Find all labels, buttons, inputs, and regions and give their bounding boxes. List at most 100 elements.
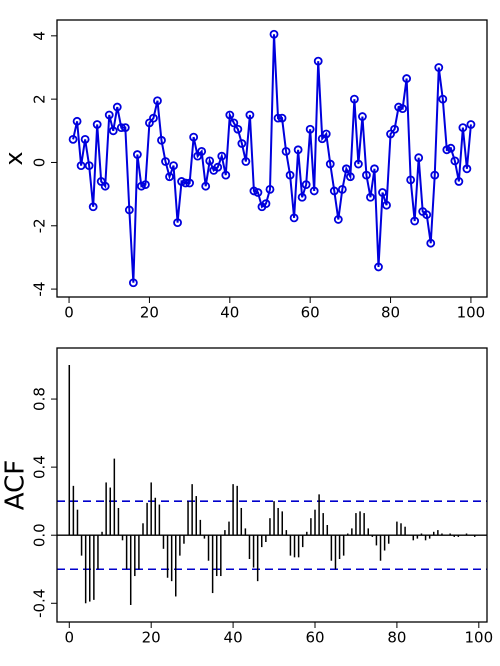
x-tick-label: 0 — [64, 304, 74, 322]
point — [370, 164, 379, 174]
point — [390, 124, 399, 134]
y-axis-label: ACF — [1, 460, 31, 510]
y-tick-label: 0.8 — [31, 387, 49, 411]
point — [366, 192, 375, 202]
point — [237, 139, 247, 148]
point — [293, 145, 303, 155]
point — [76, 161, 86, 171]
point — [249, 186, 259, 196]
point — [132, 150, 142, 159]
y-axis-label: x — [0, 151, 28, 165]
y-tick-label: -0.4 — [31, 589, 49, 618]
point — [201, 181, 211, 191]
point — [233, 124, 243, 134]
point — [434, 63, 444, 72]
x-tick-label: 40 — [220, 304, 239, 322]
point — [333, 215, 343, 224]
point — [438, 94, 448, 104]
point — [165, 172, 174, 182]
point — [265, 184, 275, 194]
point — [136, 181, 146, 191]
point — [213, 162, 223, 172]
point — [157, 135, 166, 145]
x-tick-label: 60 — [301, 304, 320, 322]
point — [426, 238, 436, 248]
point — [458, 123, 468, 133]
point — [181, 178, 190, 188]
point — [309, 186, 319, 196]
point — [128, 278, 138, 288]
point — [173, 218, 182, 228]
point — [104, 110, 114, 120]
point — [273, 113, 283, 123]
point — [325, 159, 335, 169]
point — [362, 170, 371, 180]
point — [80, 134, 90, 144]
point — [402, 74, 412, 83]
point — [341, 164, 351, 174]
y-tick-label: -4 — [31, 282, 49, 297]
point — [141, 180, 150, 190]
point — [358, 112, 367, 121]
point — [297, 192, 307, 202]
point — [92, 120, 102, 129]
point — [84, 161, 94, 171]
x-tick-label: 80 — [387, 629, 406, 647]
point — [112, 102, 122, 112]
plot-frame — [56, 19, 488, 298]
point — [378, 188, 387, 197]
point — [398, 104, 408, 114]
point — [374, 262, 383, 272]
y-tick-label: 0.4 — [31, 455, 49, 479]
x-tick-label: 60 — [305, 629, 324, 647]
point — [345, 172, 355, 182]
point — [88, 202, 98, 212]
point — [177, 177, 186, 186]
point — [354, 159, 363, 169]
point — [221, 170, 231, 180]
point — [329, 186, 339, 196]
point — [277, 113, 287, 123]
point — [454, 177, 464, 186]
point — [285, 170, 295, 180]
x-tick-label: 40 — [224, 629, 243, 647]
point — [217, 151, 227, 161]
point — [124, 205, 134, 215]
point — [462, 164, 472, 174]
point — [281, 146, 291, 156]
point — [410, 216, 420, 226]
point — [169, 161, 178, 171]
point — [241, 157, 251, 166]
y-tick-label: 2 — [31, 94, 49, 104]
point — [197, 146, 207, 156]
point — [225, 110, 235, 120]
point — [149, 113, 158, 123]
point — [153, 96, 162, 106]
point — [185, 178, 195, 188]
point — [430, 170, 440, 180]
series-line — [72, 34, 472, 283]
point — [261, 199, 271, 209]
point — [422, 210, 432, 220]
point — [349, 94, 359, 104]
point — [414, 153, 424, 163]
point — [100, 181, 110, 191]
point — [394, 102, 403, 112]
point — [116, 123, 126, 133]
point — [446, 143, 456, 153]
point — [68, 134, 78, 144]
point — [189, 132, 199, 142]
point — [313, 56, 323, 66]
x-tick-label: 100 — [457, 304, 486, 322]
point — [382, 200, 391, 210]
point — [161, 157, 170, 166]
point — [269, 29, 279, 39]
x-tick-label: 20 — [140, 304, 159, 322]
x-tick-label: 20 — [142, 629, 161, 647]
point — [253, 188, 263, 197]
point — [321, 129, 331, 139]
point — [289, 213, 299, 223]
y-tick-label: 4 — [31, 31, 49, 41]
x-tick-label: 80 — [381, 304, 400, 322]
x-tick-label: 0 — [65, 629, 75, 647]
